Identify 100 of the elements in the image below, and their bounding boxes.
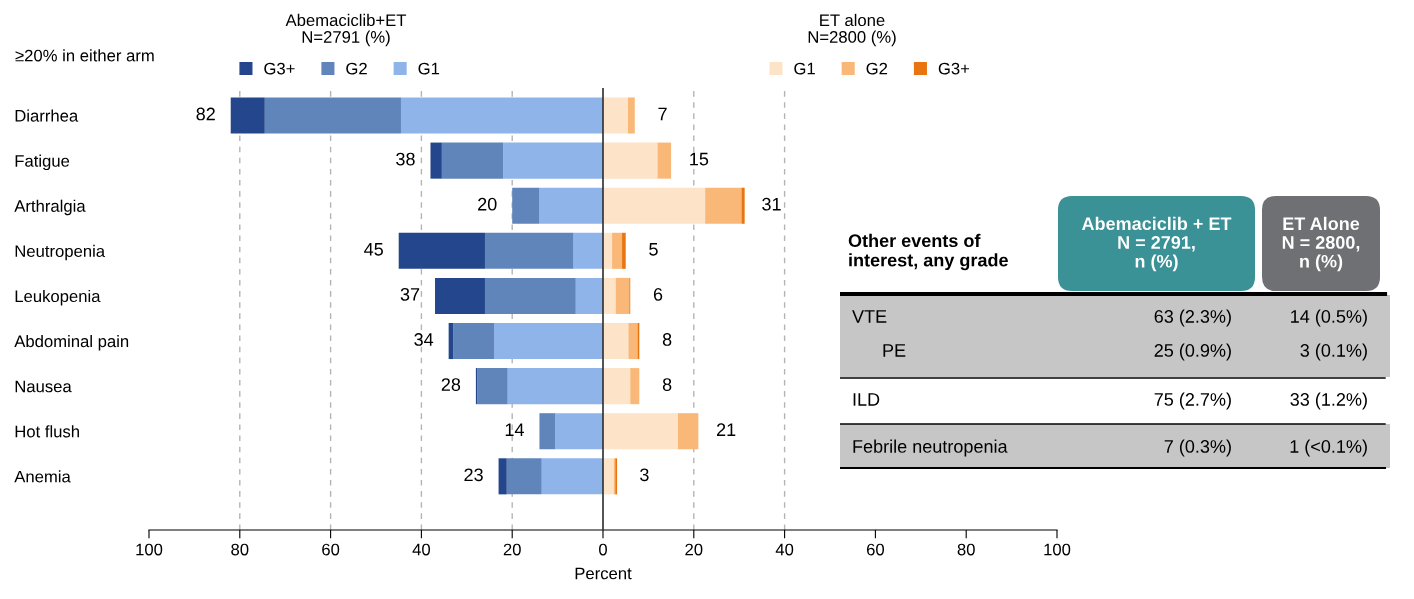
annotation: 45 bbox=[364, 243, 383, 256]
bar bbox=[498, 458, 507, 495]
legend-label: G1 bbox=[418, 62, 440, 75]
bar bbox=[630, 368, 640, 405]
category-label: VTE bbox=[852, 310, 887, 323]
bar bbox=[400, 97, 603, 134]
text: 1 (<0.1%) bbox=[1290, 439, 1367, 457]
bar bbox=[575, 277, 603, 314]
y-tick-label: Leukopenia bbox=[15, 289, 101, 306]
bar bbox=[494, 322, 603, 360]
text: Abemaciclib+ET N=2791 (%) bbox=[285, 13, 407, 47]
category-label: PE bbox=[883, 344, 906, 357]
annotation: 3 bbox=[640, 468, 649, 482]
x-tick-label: 0 bbox=[599, 543, 607, 556]
text: ET alone N=2800 (%) bbox=[808, 13, 896, 47]
text: 63 (2.3%) bbox=[1154, 309, 1231, 327]
annotation: 38 bbox=[396, 152, 415, 166]
y-tick-label: Anemia bbox=[14, 470, 71, 483]
text: 3 (0.1%) bbox=[1300, 343, 1367, 361]
annotation: 28 bbox=[441, 378, 461, 391]
annotation: 34 bbox=[414, 333, 434, 346]
bar bbox=[507, 368, 603, 405]
bar bbox=[628, 322, 638, 360]
x-tick-label: 40 bbox=[412, 543, 431, 556]
x-tick-label: 60 bbox=[866, 543, 885, 556]
bar bbox=[615, 277, 630, 314]
bar bbox=[612, 232, 623, 269]
legend-label: G2 bbox=[346, 62, 367, 75]
legend-label: G3+ bbox=[264, 62, 295, 75]
bar bbox=[430, 142, 442, 179]
annotation: 8 bbox=[662, 333, 672, 346]
y-tick-label: Hot flush bbox=[15, 425, 79, 438]
bar bbox=[506, 458, 542, 495]
bar bbox=[484, 277, 576, 314]
x-tick-label: 100 bbox=[1044, 543, 1071, 556]
legend-label: G2 bbox=[866, 62, 888, 75]
bar bbox=[741, 187, 745, 224]
text: 33 (1.2%) bbox=[1290, 392, 1367, 410]
bar bbox=[677, 413, 699, 450]
bar bbox=[603, 277, 616, 314]
y-tick-label: Neutropenia bbox=[15, 244, 106, 261]
bar bbox=[603, 142, 658, 179]
bar bbox=[603, 97, 628, 134]
x-tick-label: 40 bbox=[775, 543, 794, 556]
bar bbox=[230, 97, 265, 134]
y-tick-label: Arthralgia bbox=[14, 199, 86, 216]
text: 14 (0.5%) bbox=[1291, 309, 1367, 327]
bar bbox=[477, 368, 508, 405]
y-tick-label: Nausea bbox=[15, 380, 72, 393]
annotation: 37 bbox=[400, 287, 420, 301]
bar bbox=[541, 458, 603, 495]
x-tick-label: 20 bbox=[685, 543, 703, 556]
bar bbox=[603, 413, 678, 450]
category-label: Abemaciclib + ET N = 2791, n (%) bbox=[1081, 216, 1232, 272]
text: ≥20% in either arm bbox=[15, 49, 154, 62]
category-label: ET Alone N = 2800, n (%) bbox=[1282, 216, 1360, 272]
annotation: 5 bbox=[649, 243, 658, 256]
bar bbox=[603, 458, 614, 495]
bar bbox=[503, 142, 603, 179]
annotation: 82 bbox=[196, 107, 215, 121]
text: 25 (0.9%) bbox=[1154, 343, 1231, 361]
bar bbox=[453, 322, 495, 360]
annotation: 15 bbox=[690, 152, 709, 166]
x-tick-label: 60 bbox=[322, 543, 340, 556]
x-tick-label: 20 bbox=[503, 543, 521, 556]
bar bbox=[441, 142, 504, 179]
text: 75 (2.7%) bbox=[1154, 392, 1231, 410]
bar bbox=[657, 142, 672, 179]
bar bbox=[603, 368, 631, 405]
y-tick-label: Fatigue bbox=[15, 154, 70, 171]
annotation: 20 bbox=[478, 197, 497, 211]
legend-label: G3+ bbox=[938, 62, 970, 75]
text: 7 (0.3%) bbox=[1164, 439, 1231, 457]
annotation: 21 bbox=[716, 423, 736, 436]
x-tick-label: 80 bbox=[231, 543, 249, 556]
bar bbox=[627, 97, 635, 134]
bar bbox=[705, 187, 742, 224]
bar bbox=[512, 187, 540, 224]
y-tick-label: Diarrhea bbox=[15, 109, 79, 122]
annotation: 31 bbox=[762, 197, 781, 211]
annotation: 8 bbox=[662, 378, 672, 391]
x-axis-title: Percent bbox=[575, 567, 632, 580]
category-label: Other events of interest, any grade bbox=[848, 233, 1008, 271]
legend-label: G1 bbox=[794, 62, 815, 75]
bar bbox=[573, 232, 603, 269]
annotation: 6 bbox=[653, 287, 663, 301]
annotation: 23 bbox=[464, 468, 483, 482]
category-label: Febrile neutropenia bbox=[853, 439, 1008, 457]
annotation: 7 bbox=[658, 107, 667, 121]
bar bbox=[622, 232, 626, 269]
bar bbox=[435, 277, 485, 314]
bar bbox=[264, 97, 401, 134]
bar bbox=[603, 187, 706, 224]
bar bbox=[603, 322, 629, 360]
y-tick-label: Abdominal pain bbox=[14, 334, 129, 351]
annotation: 14 bbox=[505, 423, 524, 436]
x-tick-label: 80 bbox=[957, 543, 975, 556]
category-label: ILD bbox=[853, 393, 880, 406]
bar bbox=[539, 413, 556, 450]
bar bbox=[555, 413, 603, 450]
